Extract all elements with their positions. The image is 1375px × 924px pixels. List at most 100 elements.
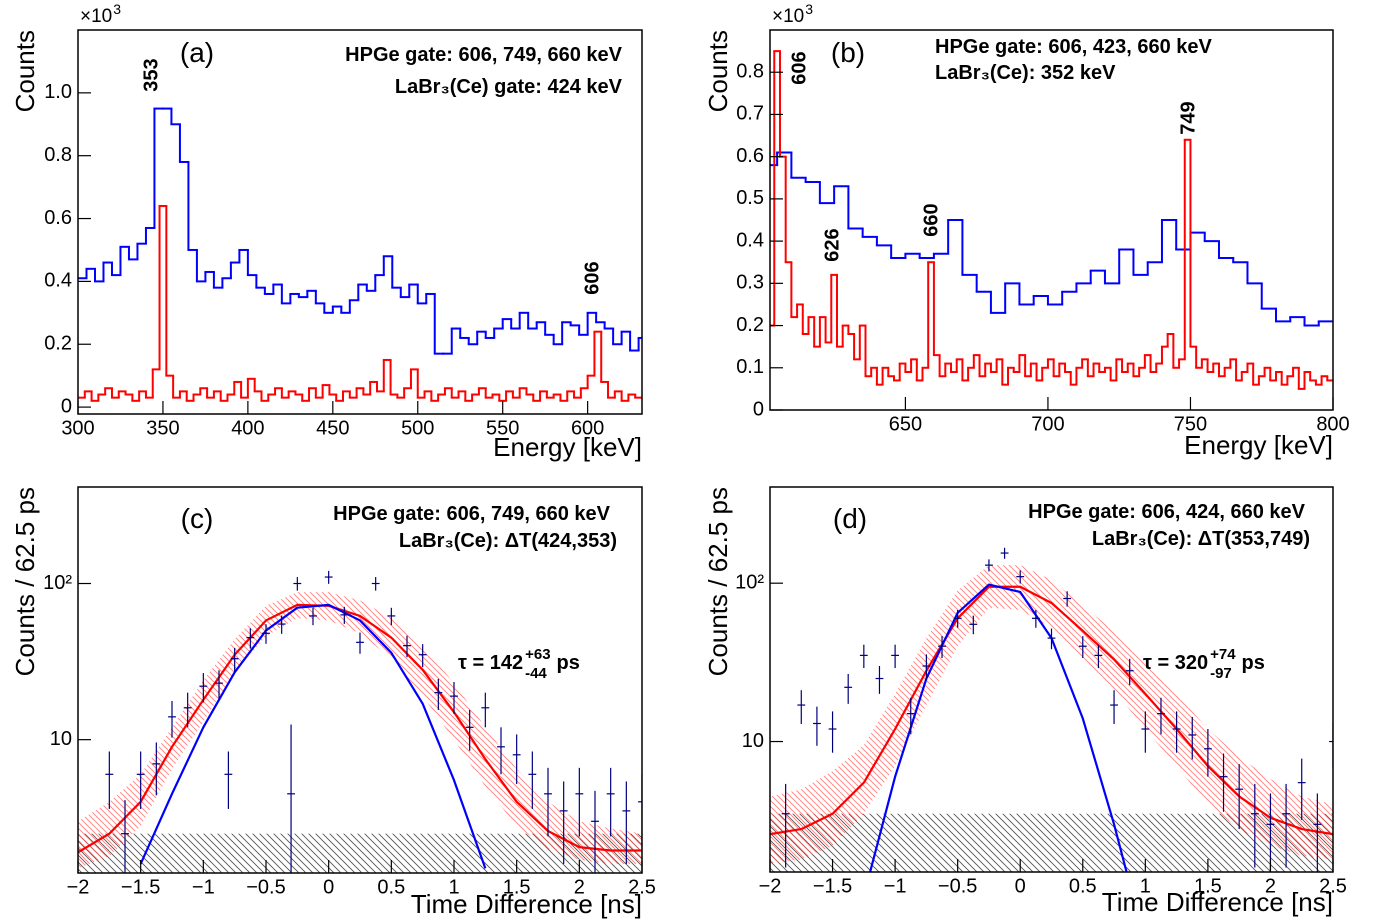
frame [769,29,1334,411]
lifetime-lower: -44 [525,665,547,682]
y-tick-label: 10 [50,728,72,750]
x-tick-label: −1.5 [121,876,160,898]
y-tick-label: 0.2 [736,314,764,336]
y-tick-label: 10² [43,572,72,594]
plot-area [770,50,1333,390]
x-tick-label: −0.5 [246,876,285,898]
x-tick-label: 400 [231,417,264,439]
y-tick-label: 0.4 [736,229,764,251]
frame [769,486,1334,873]
x-tick-label: −0.5 [938,875,977,897]
annotation: LaBr₃(Ce): ΔT(424,353) [399,530,617,552]
x-tick-label: 550 [486,417,519,439]
x-tick-label: 2 [574,876,585,898]
y-tick-label: 1.0 [44,81,72,103]
y-tick-label: 0.7 [736,103,764,125]
y-tick-label: 0.6 [736,145,764,167]
x-axis-title: Time Difference [ns] [411,889,642,919]
axis-multiplier-exponent: 3 [113,1,121,17]
x-tick-label: 0 [1015,875,1026,897]
panel-label: (b) [831,37,865,68]
axis-multiplier: ×10 [772,6,804,27]
x-tick-label: 450 [316,417,349,439]
annotation: HPGe gate: 606, 749, 660 keV [333,503,610,525]
annotation: HPGe gate: 606, 424, 660 keV [1028,501,1305,523]
x-tick-label: 1 [1140,875,1151,897]
annotation: HPGe gate: 606, 423, 660 keV [935,36,1212,58]
y-axis-title: Counts / 62.5 ps [703,487,733,676]
peak-label: 353 [140,58,162,91]
x-tick-label: 2.5 [1319,875,1347,897]
x-tick-label: −1.5 [813,875,852,897]
x-tick-label: 1.5 [1194,875,1222,897]
panel-2: −2 −1.5 −1 −0.5 0 0.5 1 1.5 2 2.5 10 10² Time Differ… [10,486,656,919]
x-tick-label: 350 [146,417,179,439]
y-axis-title: Counts [10,30,40,112]
axis-multiplier: ×10 [80,6,112,27]
x-tick-label: 750 [1174,413,1207,435]
x-tick-label: 0.5 [1069,875,1097,897]
frame [77,29,643,415]
x-tick-label: −1 [192,876,215,898]
y-tick-label: 0 [61,395,72,417]
y-tick-label: 0.1 [736,356,764,378]
y-tick-label: 10 [742,730,764,752]
x-tick-label: −1 [884,875,907,897]
lifetime-upper: +63 [525,646,550,663]
y-tick-label: 0.5 [736,187,764,209]
lifetime-unit: ps [1242,652,1265,674]
annotation: LaBr₃(Ce) gate: 424 keV [395,76,623,98]
x-tick-label: 0.5 [377,876,405,898]
panel-label: (c) [181,503,214,534]
frame [77,486,643,874]
lifetime-unit: ps [557,652,580,674]
fit-curve [139,603,487,869]
x-tick-label: 650 [889,413,922,435]
plot-area [770,547,1333,872]
lifetime: τ = 142 [458,652,523,674]
fit-band [78,592,642,869]
x-axis-title: Energy [keV] [1184,430,1333,460]
y-tick-label: 0.8 [44,144,72,166]
panel-1: 650 700 750 800 0 0.1 0.2 0.3 0.4 0.5 0.6 0.7 0.8 Ene… [703,1,1350,460]
panel-0: 300 350 400 450 500 550 600 0 0.2 0.4 0.6 0.8 1.0 Ene… [10,1,643,462]
y-axis-title: Counts / 62.5 ps [10,487,40,676]
plot-area [78,107,642,402]
annotation: LaBr₃(Ce): ΔT(353,749) [1092,528,1310,550]
lifetime-upper: +74 [1210,646,1236,663]
x-tick-label: 300 [61,417,94,439]
y-tick-label: 0 [753,398,764,420]
x-tick-label: 2.5 [628,876,656,898]
lifetime: τ = 320 [1143,652,1208,674]
plot-area [78,570,642,873]
annotation: LaBr₃(Ce): 352 keV [935,62,1116,84]
y-tick-label: 0.2 [44,333,72,355]
peak-label: 749 [1177,101,1199,134]
y-axis-title: Counts [703,30,733,112]
x-tick-label: 700 [1031,413,1064,435]
y-tick-label: 0.6 [44,207,72,229]
y-tick-label: 0.4 [44,270,72,292]
x-tick-label: 1 [448,876,459,898]
peak-label: 606 [788,51,810,84]
x-tick-label: 600 [571,417,604,439]
y-tick-label: 10² [735,571,764,593]
peak-label: 660 [920,203,942,236]
x-tick-label: 800 [1316,413,1349,435]
x-axis-title: Energy [keV] [493,432,642,462]
y-tick-label: 0.3 [736,272,764,294]
peak-label: 626 [821,228,843,261]
x-tick-label: −2 [67,876,90,898]
panel-label: (a) [180,37,214,68]
x-tick-label: 1.5 [503,876,531,898]
x-tick-label: 0 [323,876,334,898]
peak-label: 606 [581,261,603,294]
x-tick-label: 2 [1265,875,1276,897]
panel-3: −2 −1.5 −1 −0.5 0 0.5 1 1.5 2 2.5 10 10² Time Differ… [703,486,1347,917]
x-axis-title: Time Difference [ns] [1102,887,1333,917]
y-tick-label: 0.8 [736,61,764,83]
lifetime-lower: -97 [1210,665,1232,682]
x-tick-label: −2 [759,875,782,897]
